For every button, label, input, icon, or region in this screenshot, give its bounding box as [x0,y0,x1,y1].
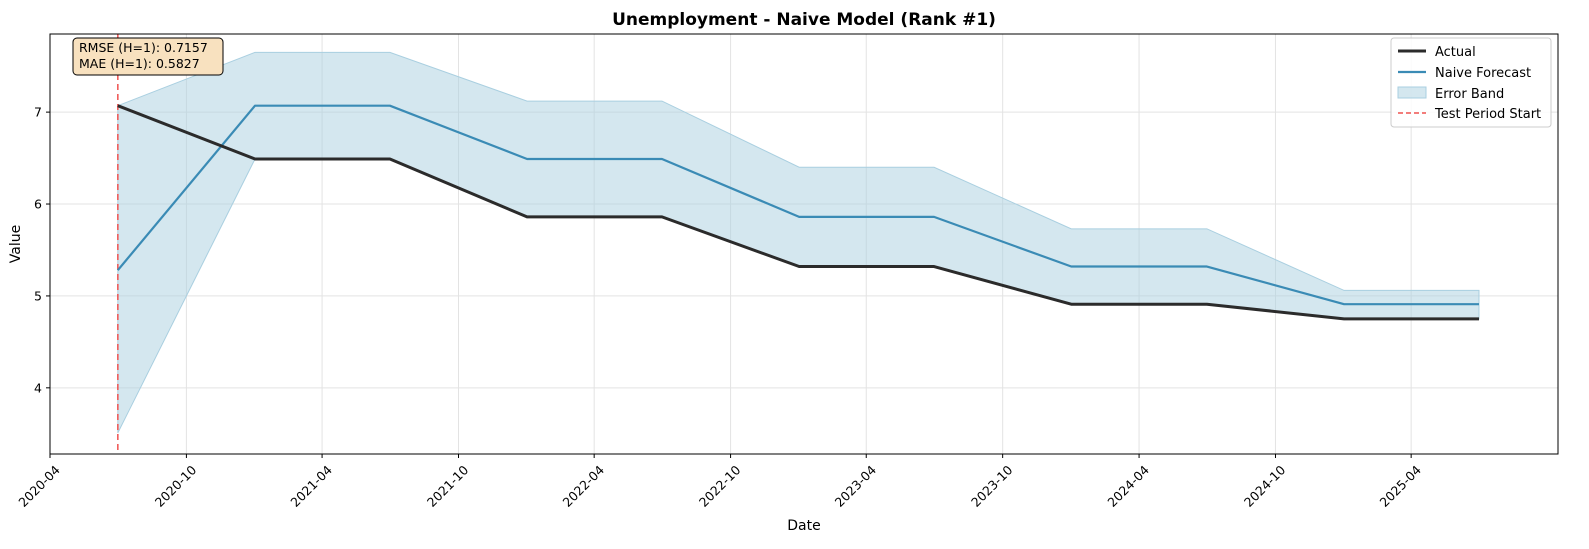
naive-forecast-line [116,104,1479,306]
plot-frame [49,33,1559,455]
x-tick-label: 2023-10 [968,462,1016,510]
x-tick-label: 2021-10 [424,462,472,510]
x-tick-label: 2020-10 [152,462,200,510]
x-tick-label: 2021-04 [287,462,335,510]
legend-label-band: Error Band [1435,87,1504,102]
actual-line [117,104,1479,321]
metrics-annotation: RMSE (H=1): 0.7157 MAE (H=1): 0.5827 [72,37,224,76]
y-axis-label: Value [8,225,24,263]
mae-text: MAE (H=1): 0.5827 [79,56,200,71]
legend-label-actual: Actual [1435,45,1476,60]
legend-label-forecast: Naive Forecast [1435,66,1531,81]
y-tick-label: 4 [34,380,42,395]
x-tick-label: 2022-04 [560,462,608,510]
legend: Actual Naive Forecast Error Band Test Pe… [1390,37,1552,128]
y-tick-label: 6 [34,197,42,212]
x-tick-label: 2022-10 [696,462,744,510]
series-layer [116,104,1479,321]
legend-swatch-band [1397,86,1427,99]
metrics-box [72,37,224,76]
rmse-text: RMSE (H=1): 0.7157 [79,40,208,55]
x-tick-label: 2025-04 [1377,462,1425,510]
x-tick-label: 2024-10 [1241,462,1289,510]
legend-label-test-start: Test Period Start [1434,107,1541,122]
chart-title: Unemployment - Naive Model (Rank #1) [612,10,996,30]
x-tick-label: 2020-04 [15,462,63,510]
y-tick-label: 7 [34,105,42,120]
x-axis-label: Date [787,518,820,534]
x-tick-label: 2024-04 [1104,462,1152,510]
x-tick-label: 2023-04 [832,462,880,510]
legend-frame [1390,37,1552,128]
y-tick-label: 5 [34,288,42,303]
